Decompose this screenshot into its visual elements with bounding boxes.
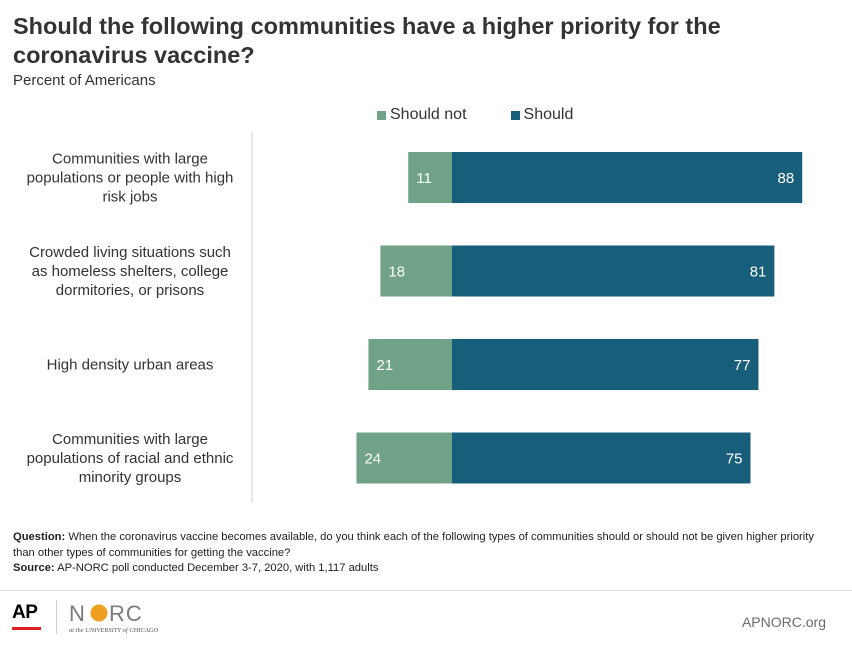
bar-chart: Communities with large populations or peo…: [27, 132, 803, 503]
chart-notes: Question: When the coronavirus vaccine b…: [13, 530, 833, 577]
bar-label-should: 75: [726, 451, 743, 468]
svg-text:RC: RC: [109, 601, 143, 626]
category-label-line: Crowded living situations such: [29, 244, 231, 261]
category-label-line: risk jobs: [102, 189, 157, 206]
bar-should: [452, 152, 803, 203]
bar-label-should-not: 11: [416, 170, 432, 187]
category-label: Crowded living situations such as homeles…: [29, 244, 231, 299]
category-label: Communities with large populations or peo…: [27, 151, 234, 206]
source-label: Source:: [13, 562, 55, 574]
norc-logo: N RC at the UNIVERSITY of CHICAGO: [69, 601, 158, 634]
bar-should-not: [408, 152, 452, 203]
bar-label-should-not: 24: [364, 451, 381, 468]
source-text: AP-NORC poll conducted December 3-7, 202…: [54, 562, 379, 574]
bar-should-not: [356, 432, 452, 484]
bar-should-not: [368, 339, 452, 390]
chart-subtitle: Percent of Americans: [13, 72, 156, 89]
bar-label-should: 81: [750, 264, 767, 281]
legend-label-should-not: Should not: [390, 106, 467, 123]
svg-text:N: N: [69, 601, 86, 626]
bar-should: [452, 339, 759, 390]
norc-sun-icon: [90, 604, 108, 622]
bar-should: [452, 432, 751, 484]
category-label: Communities with large populations of rac…: [27, 431, 234, 486]
legend-label-should: Should: [523, 106, 574, 123]
category-label-line: dormitories, or prisons: [56, 282, 204, 299]
legend-swatch-should: [510, 110, 520, 120]
category-label-line: populations or people with high: [27, 170, 234, 187]
bar-label-should: 88: [778, 170, 795, 187]
legend: Should not Should: [377, 106, 617, 124]
question-text: When the coronavirus vaccine becomes ava…: [13, 531, 814, 559]
category-label-line: Communities with large: [52, 151, 208, 168]
category-label-line: High density urban areas: [47, 357, 214, 374]
legend-item-should-not: Should not: [377, 106, 467, 124]
footer-divider: [0, 590, 852, 591]
logo-divider: [56, 600, 57, 634]
bar-should: [452, 245, 775, 297]
category-label-line: as homeless shelters, college: [32, 263, 229, 280]
ap-logo-underline: [12, 627, 41, 630]
bar-label-should-not: 21: [376, 357, 393, 374]
legend-swatch-should-not: [377, 110, 386, 120]
question-note: Question: When the coronavirus vaccine b…: [13, 530, 833, 561]
legend-item-should: Should: [510, 106, 574, 124]
svg-text:at the UNIVERSITY of CHICAGO: at the UNIVERSITY of CHICAGO: [69, 627, 158, 634]
site-url[interactable]: APNORC.org: [741, 614, 826, 630]
category-label-line: Communities with large: [52, 431, 208, 448]
source-note: Source: AP-NORC poll conducted December …: [13, 561, 833, 577]
bar-should-not: [380, 245, 452, 297]
bar-label-should: 77: [734, 357, 751, 374]
category-label: High density urban areas: [47, 357, 214, 374]
category-label-line: populations of racial and ethnic: [27, 450, 234, 467]
question-label: Question:: [13, 531, 66, 543]
category-label-line: minority groups: [79, 469, 182, 486]
chart-title: Should the following communities have a …: [13, 13, 721, 68]
ap-logo: AP: [12, 602, 38, 623]
bar-label-should-not: 18: [388, 264, 405, 281]
